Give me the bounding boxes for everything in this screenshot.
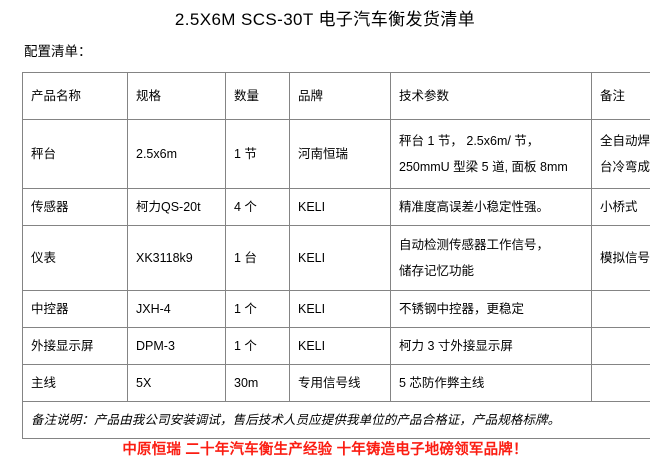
cell-tech-params: 5 芯防作弊主线 bbox=[390, 364, 592, 402]
column-header-remark: 备注 bbox=[591, 72, 650, 120]
cell-tech-params: 自动检测传感器工作信号， 储存记忆功能 bbox=[390, 225, 592, 291]
table-note-row: 备注说明：产品由我公司安装调试，售后技术人员应提供我单位的产品合格证，产品规格标… bbox=[22, 401, 650, 439]
company-slogan-banner: 中原恒瑞 二十年汽车衡生产经验 十年铸造电子地磅领军品牌！ bbox=[122, 442, 528, 458]
cell-brand: KELI bbox=[289, 188, 391, 226]
tech-params-line: 自动检测传感器工作信号， bbox=[399, 238, 550, 252]
column-header-brand: 品牌 bbox=[289, 72, 391, 120]
cell-spec: 柯力QS-20t bbox=[127, 188, 226, 226]
cell-tech-params: 不锈钢中控器，更稳定 bbox=[390, 290, 592, 328]
column-header-quantity: 数量 bbox=[225, 72, 290, 120]
cell-brand: KELI bbox=[289, 225, 391, 291]
cell-remark bbox=[591, 327, 650, 365]
cell-tech-params: 精准度高误差小稳定性强。 bbox=[390, 188, 592, 226]
table-row: 传感器 柯力QS-20t 4 个 KELI 精准度高误差小稳定性强。 小桥式 bbox=[22, 188, 650, 226]
remark-line: 全自动焊接, 秤 bbox=[600, 134, 650, 148]
config-list-label: 配置清单： bbox=[24, 44, 92, 59]
cell-spec: DPM-3 bbox=[127, 327, 226, 365]
cell-quantity: 1 台 bbox=[225, 225, 290, 291]
cell-spec: XK3118k9 bbox=[127, 225, 226, 291]
cell-spec: JXH-4 bbox=[127, 290, 226, 328]
column-header-product-name: 产品名称 bbox=[22, 72, 128, 120]
page-title: 2.5X6M SCS-30T 电子汽车衡发货清单 bbox=[174, 10, 476, 29]
cell-product-name: 外接显示屏 bbox=[22, 327, 128, 365]
cell-quantity: 1 节 bbox=[225, 119, 290, 189]
note-text: 备注说明：产品由我公司安装调试，售后技术人员应提供我单位的产品合格证，产品规格标… bbox=[22, 401, 650, 439]
table-row: 外接显示屏 DPM-3 1 个 KELI 柯力 3 寸外接显示屏 bbox=[22, 327, 650, 365]
cell-quantity: 1 个 bbox=[225, 327, 290, 365]
table-row: 秤台 2.5x6m 1 节 河南恒瑞 秤台 1 节， 2.5x6m/ 节， 25… bbox=[22, 119, 650, 189]
cell-tech-params: 秤台 1 节， 2.5x6m/ 节， 250mmU 型梁 5 道, 面板 8mm bbox=[390, 119, 592, 189]
cell-product-name: 传感器 bbox=[22, 188, 128, 226]
cell-remark: 小桥式 bbox=[591, 188, 650, 226]
table-row: 仪表 XK3118k9 1 台 KELI 自动检测传感器工作信号， 储存记忆功能… bbox=[22, 225, 650, 291]
column-header-spec: 规格 bbox=[127, 72, 226, 120]
cell-remark: 全自动焊接, 秤 台冷弯成型。 bbox=[591, 119, 650, 189]
cell-quantity: 4 个 bbox=[225, 188, 290, 226]
cell-product-name: 仪表 bbox=[22, 225, 128, 291]
remark-line: 台冷弯成型。 bbox=[600, 160, 650, 174]
table-header-row: 产品名称 规格 数量 品牌 技术参数 备注 bbox=[22, 72, 650, 120]
cell-quantity: 1 个 bbox=[225, 290, 290, 328]
tech-params-line: 储存记忆功能 bbox=[399, 264, 475, 278]
cell-brand: KELI bbox=[289, 290, 391, 328]
spec-table-container: 产品名称 规格 数量 品牌 技术参数 备注 秤台 2.5x6m 1 节 河南恒瑞… bbox=[22, 72, 650, 439]
cell-brand: 专用信号线 bbox=[289, 364, 391, 402]
cell-spec: 2.5x6m bbox=[127, 119, 226, 189]
spec-table: 产品名称 规格 数量 品牌 技术参数 备注 秤台 2.5x6m 1 节 河南恒瑞… bbox=[22, 72, 650, 439]
cell-remark bbox=[591, 290, 650, 328]
cell-remark: 模拟信号 bbox=[591, 225, 650, 291]
tech-params-line: 秤台 1 节， 2.5x6m/ 节， bbox=[399, 134, 540, 148]
cell-brand: KELI bbox=[289, 327, 391, 365]
tech-params-line: 250mmU 型梁 5 道, 面板 8mm bbox=[399, 160, 568, 174]
cell-product-name: 主线 bbox=[22, 364, 128, 402]
cell-product-name: 中控器 bbox=[22, 290, 128, 328]
cell-spec: 5X bbox=[127, 364, 226, 402]
table-row: 主线 5X 30m 专用信号线 5 芯防作弊主线 bbox=[22, 364, 650, 402]
cell-tech-params: 柯力 3 寸外接显示屏 bbox=[390, 327, 592, 365]
cell-quantity: 30m bbox=[225, 364, 290, 402]
cell-remark bbox=[591, 364, 650, 402]
column-header-tech-params: 技术参数 bbox=[390, 72, 592, 120]
table-row: 中控器 JXH-4 1 个 KELI 不锈钢中控器，更稳定 bbox=[22, 290, 650, 328]
cell-brand: 河南恒瑞 bbox=[289, 119, 391, 189]
cell-product-name: 秤台 bbox=[22, 119, 128, 189]
